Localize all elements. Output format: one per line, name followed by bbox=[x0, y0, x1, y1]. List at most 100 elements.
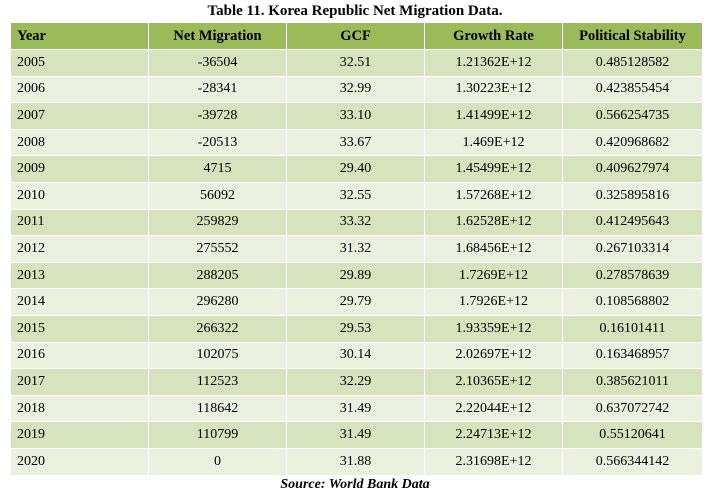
cell-political-stability: 0.423855454 bbox=[562, 75, 703, 104]
header-year: Year bbox=[10, 22, 149, 50]
cell-net-migration: -20513 bbox=[148, 128, 287, 157]
cell-growth-rate: 1.30223E+12 bbox=[424, 75, 563, 104]
cell-year: 2008 bbox=[10, 128, 149, 157]
cell-net-migration: 259829 bbox=[148, 208, 287, 237]
table-title: Table 11. Korea Republic Net Migration D… bbox=[207, 3, 503, 19]
cell-gcf: 29.40 bbox=[286, 155, 425, 183]
cell-gcf: 32.29 bbox=[286, 368, 425, 396]
cell-political-stability: 0.566254735 bbox=[562, 102, 703, 130]
cell-net-migration: 4715 bbox=[148, 155, 287, 183]
cell-gcf: 31.49 bbox=[286, 421, 425, 449]
cell-growth-rate: 1.93359E+12 bbox=[424, 314, 563, 343]
cell-political-stability: 0.16101411 bbox=[562, 314, 703, 343]
cell-gcf: 32.99 bbox=[286, 75, 425, 104]
cell-year: 2019 bbox=[10, 421, 149, 449]
cell-year: 2011 bbox=[10, 208, 149, 237]
cell-year: 2010 bbox=[10, 181, 149, 210]
cell-year: 2018 bbox=[10, 394, 149, 423]
cell-net-migration: -39728 bbox=[148, 102, 287, 130]
cell-year: 2020 bbox=[10, 447, 149, 476]
header-net-migration: Net Migration bbox=[148, 22, 287, 50]
cell-political-stability: 0.409627974 bbox=[562, 155, 703, 183]
cell-net-migration: 56092 bbox=[148, 181, 287, 210]
header-gcf: GCF bbox=[286, 22, 425, 50]
cell-net-migration: 118642 bbox=[148, 394, 287, 423]
cell-year: 2015 bbox=[10, 314, 149, 343]
cell-political-stability: 0.163468957 bbox=[562, 341, 703, 370]
cell-gcf: 31.32 bbox=[286, 235, 425, 263]
migration-data-table: Year Net Migration GCF Growth Rate Polit… bbox=[10, 22, 703, 476]
cell-political-stability: 0.267103314 bbox=[562, 235, 703, 263]
source-note: Source: World Bank Data bbox=[280, 476, 430, 492]
table-row: 2013 288205 29.89 1.7269E+12 0.278578639 bbox=[10, 261, 703, 290]
cell-gcf: 32.51 bbox=[286, 49, 425, 77]
table-row: 2011 259829 33.32 1.62528E+12 0.412495643 bbox=[10, 208, 703, 237]
cell-net-migration: 0 bbox=[148, 447, 287, 476]
cell-political-stability: 0.108568802 bbox=[562, 288, 703, 316]
cell-growth-rate: 1.57268E+12 bbox=[424, 181, 563, 210]
table-row: 2010 56092 32.55 1.57268E+12 0.325895816 bbox=[10, 181, 703, 210]
cell-gcf: 29.53 bbox=[286, 314, 425, 343]
table-row: 2018 118642 31.49 2.22044E+12 0.637072742 bbox=[10, 394, 703, 423]
cell-year: 2006 bbox=[10, 75, 149, 104]
cell-gcf: 33.67 bbox=[286, 128, 425, 157]
cell-growth-rate: 1.21362E+12 bbox=[424, 49, 563, 77]
header-political-stability: Political Stability bbox=[562, 22, 703, 50]
cell-growth-rate: 2.02697E+12 bbox=[424, 341, 563, 370]
cell-net-migration: 266322 bbox=[148, 314, 287, 343]
cell-net-migration: 112523 bbox=[148, 368, 287, 396]
table-row: 2017 112523 32.29 2.10365E+12 0.385621011 bbox=[10, 368, 703, 396]
cell-political-stability: 0.412495643 bbox=[562, 208, 703, 237]
cell-net-migration: 275552 bbox=[148, 235, 287, 263]
table-row: 2014 296280 29.79 1.7926E+12 0.108568802 bbox=[10, 288, 703, 316]
cell-growth-rate: 2.22044E+12 bbox=[424, 394, 563, 423]
cell-year: 2016 bbox=[10, 341, 149, 370]
table-row: 2005 -36504 32.51 1.21362E+12 0.485128582 bbox=[10, 49, 703, 77]
cell-year: 2009 bbox=[10, 155, 149, 183]
cell-political-stability: 0.566344142 bbox=[562, 447, 703, 476]
header-growth-rate: Growth Rate bbox=[424, 22, 563, 50]
cell-year: 2013 bbox=[10, 261, 149, 290]
table-body: 2005 -36504 32.51 1.21362E+12 0.485128582 200… bbox=[10, 49, 703, 476]
cell-gcf: 33.32 bbox=[286, 208, 425, 237]
cell-year: 2005 bbox=[10, 49, 149, 77]
cell-political-stability: 0.485128582 bbox=[562, 49, 703, 77]
cell-political-stability: 0.55120641 bbox=[562, 421, 703, 449]
table-row: 2020 0 31.88 2.31698E+12 0.566344142 bbox=[10, 447, 703, 476]
cell-net-migration: -36504 bbox=[148, 49, 287, 77]
cell-year: 2014 bbox=[10, 288, 149, 316]
cell-gcf: 29.79 bbox=[286, 288, 425, 316]
table-row: 2015 266322 29.53 1.93359E+12 0.16101411 bbox=[10, 314, 703, 343]
table-row: 2019 110799 31.49 2.24713E+12 0.55120641 bbox=[10, 421, 703, 449]
cell-net-migration: 288205 bbox=[148, 261, 287, 290]
cell-growth-rate: 1.469E+12 bbox=[424, 128, 563, 157]
cell-growth-rate: 1.45499E+12 bbox=[424, 155, 563, 183]
cell-gcf: 31.88 bbox=[286, 447, 425, 476]
cell-political-stability: 0.385621011 bbox=[562, 368, 703, 396]
cell-year: 2007 bbox=[10, 102, 149, 130]
table-row: 2007 -39728 33.10 1.41499E+12 0.566254735 bbox=[10, 102, 703, 130]
table-row: 2012 275552 31.32 1.68456E+12 0.267103314 bbox=[10, 235, 703, 263]
cell-growth-rate: 2.10365E+12 bbox=[424, 368, 563, 396]
cell-growth-rate: 1.41499E+12 bbox=[424, 102, 563, 130]
cell-gcf: 32.55 bbox=[286, 181, 425, 210]
cell-growth-rate: 1.62528E+12 bbox=[424, 208, 563, 237]
cell-growth-rate: 1.68456E+12 bbox=[424, 235, 563, 263]
table-row: 2006 -28341 32.99 1.30223E+12 0.423855454 bbox=[10, 75, 703, 104]
cell-gcf: 31.49 bbox=[286, 394, 425, 423]
cell-net-migration: 110799 bbox=[148, 421, 287, 449]
cell-net-migration: -28341 bbox=[148, 75, 287, 104]
cell-political-stability: 0.420968682 bbox=[562, 128, 703, 157]
cell-political-stability: 0.637072742 bbox=[562, 394, 703, 423]
cell-growth-rate: 1.7926E+12 bbox=[424, 288, 563, 316]
cell-gcf: 33.10 bbox=[286, 102, 425, 130]
table-row: 2009 4715 29.40 1.45499E+12 0.409627974 bbox=[10, 155, 703, 183]
cell-political-stability: 0.325895816 bbox=[562, 181, 703, 210]
cell-year: 2017 bbox=[10, 368, 149, 396]
cell-political-stability: 0.278578639 bbox=[562, 261, 703, 290]
cell-net-migration: 102075 bbox=[148, 341, 287, 370]
cell-gcf: 30.14 bbox=[286, 341, 425, 370]
cell-year: 2012 bbox=[10, 235, 149, 263]
table-header-row: Year Net Migration GCF Growth Rate Polit… bbox=[10, 22, 703, 50]
cell-net-migration: 296280 bbox=[148, 288, 287, 316]
